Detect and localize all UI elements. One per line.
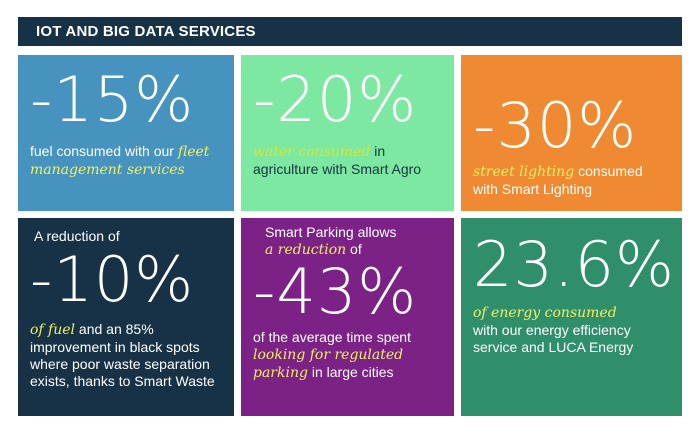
stat-highlight: street lighting [473, 164, 575, 180]
stat-highlight: of fuel [30, 322, 76, 338]
stat-intro: Smart Parking allows a reduction of [253, 224, 442, 259]
section-title: IOT AND BIG DATA SERVICES [36, 23, 256, 40]
stat-value: 23.6% [473, 228, 675, 301]
stat-tile-agro: -20% water consumed in agriculture with … [241, 55, 454, 211]
stat-text-post: in large cities [311, 364, 394, 380]
stat-tile-lighting: -30% street lighting consumed with Smart… [461, 55, 682, 211]
stat-tile-energy: 23.6% of energy consumed with our energy… [461, 218, 682, 416]
stat-highlight: looking for regulated parking [253, 347, 404, 381]
stat-text: of the average time spent [253, 329, 411, 345]
stat-highlight: fleet management services [30, 144, 210, 178]
stat-highlight: of energy consumed [473, 305, 617, 321]
stat-description: water consumed in agriculture with Smart… [253, 143, 442, 178]
stat-description: of the average time spent looking for re… [253, 329, 442, 382]
stat-value: -30% [473, 89, 638, 162]
stat-text: consumed with Smart Lighting [473, 163, 643, 197]
stat-intro: A reduction of [34, 228, 120, 244]
stat-tile-fleet: -15% fuel consumed with our fleet manage… [18, 55, 234, 211]
stat-tile-parking: Smart Parking allows a reduction of -43%… [241, 218, 454, 416]
stat-value: -10% [30, 243, 195, 316]
stat-text: in agriculture with Smart Agro [253, 143, 422, 177]
stat-value: -43% [253, 255, 418, 328]
stat-highlight: water consumed [253, 144, 371, 160]
section-header: IOT AND BIG DATA SERVICES [18, 17, 682, 46]
stat-description: fuel consumed with our fleet management … [30, 143, 222, 179]
stat-tile-waste: A reduction of -10% of fuel and an 85% i… [18, 218, 234, 416]
stat-intro-text: Smart Parking allows [265, 224, 397, 240]
stat-text: with our energy efficiency service and L… [473, 322, 634, 355]
stat-intro-post: of [350, 241, 362, 257]
stat-description: of fuel and an 85% improvement in black … [30, 321, 222, 390]
stat-value: -20% [253, 63, 418, 136]
stat-intro-highlight: a reduction [265, 242, 347, 258]
stat-description: of energy consumed with our energy effic… [473, 304, 670, 356]
stat-text: and an 85% improvement in black spots wh… [30, 321, 215, 389]
stat-value: -15% [30, 63, 195, 136]
stat-description: street lighting consumed with Smart Ligh… [473, 163, 670, 198]
stat-text: fuel consumed with our [30, 143, 174, 159]
